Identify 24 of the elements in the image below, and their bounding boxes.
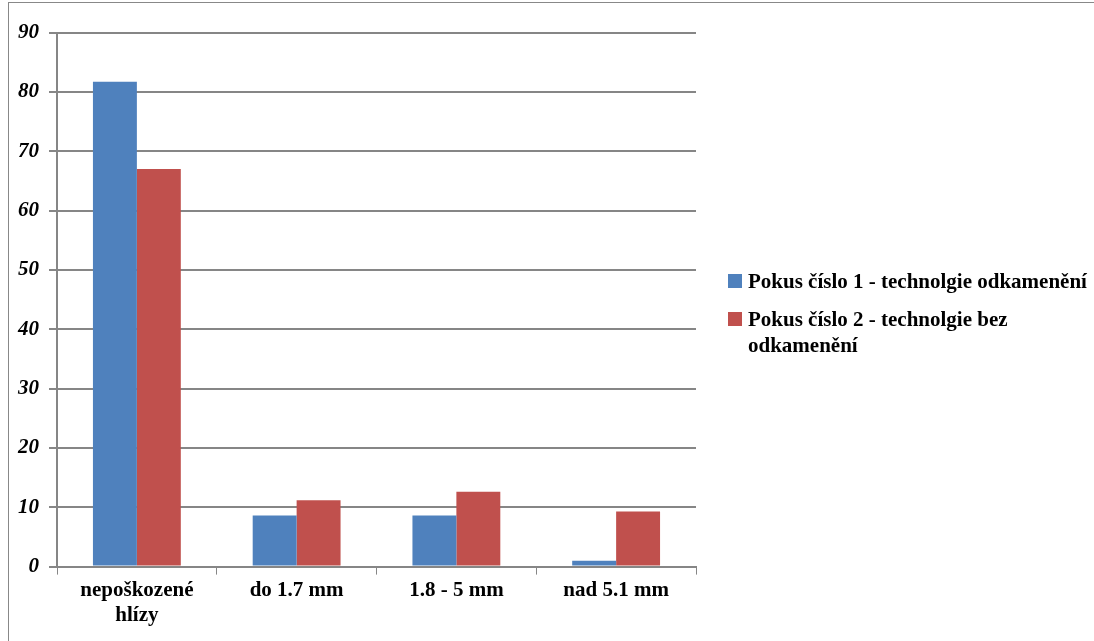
bar	[252, 515, 297, 566]
bar	[616, 511, 661, 566]
bar	[572, 560, 617, 566]
bar	[136, 169, 181, 566]
x-tick-label: do 1.7 mm	[249, 576, 345, 601]
x-tick-label: nepoškozené hlízy	[80, 576, 194, 626]
y-tick-label: 80	[18, 78, 40, 103]
legend-label: Pokus číslo 1 - technolgie odkamenění	[748, 268, 1087, 294]
y-tick-label: 40	[17, 315, 40, 340]
y-tick-label: 30	[17, 375, 40, 400]
y-tick-label: 60	[18, 197, 40, 222]
y-tick-label: 20	[17, 434, 40, 459]
y-tick-label: 0	[28, 553, 40, 578]
legend-label: Pokus číslo 2 - technolgie bez odkamenění	[748, 306, 1009, 358]
bar	[456, 491, 501, 566]
x-tick-label: nad 5.1 mm	[563, 576, 670, 601]
x-tick-label: 1.8 - 5 mm	[409, 576, 505, 601]
bar	[92, 81, 137, 566]
bar	[412, 515, 457, 566]
y-tick-label: 50	[18, 256, 40, 281]
bar	[296, 500, 341, 566]
y-tick-label: 70	[18, 137, 40, 162]
y-tick-label: 10	[18, 493, 40, 518]
y-tick-label: 90	[18, 19, 40, 44]
